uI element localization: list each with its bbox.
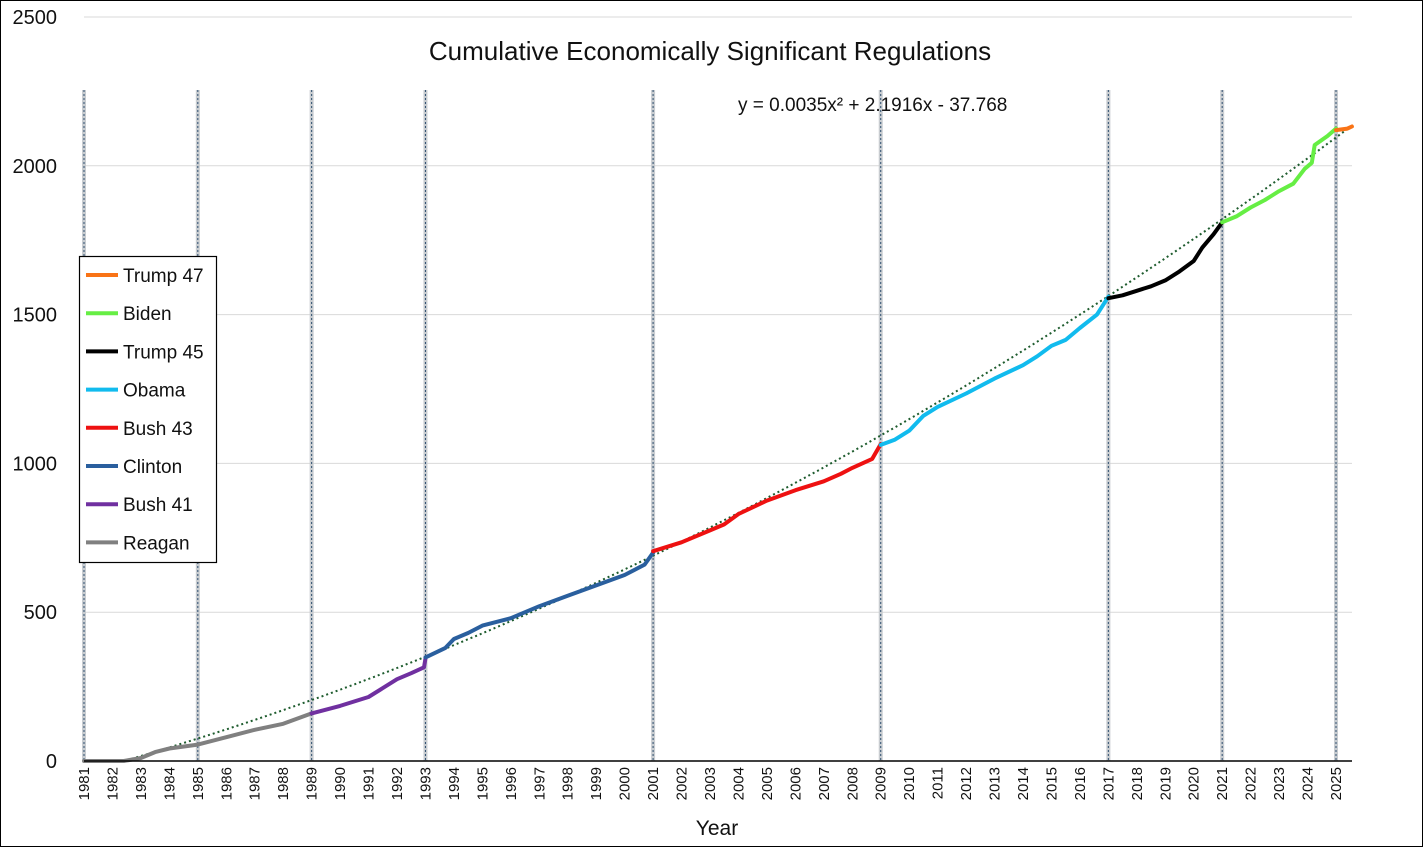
gridlines <box>84 16 1352 613</box>
x-tick-label: 2010 <box>901 767 918 800</box>
y-tick-label: 0 <box>46 751 57 773</box>
x-tick-label: 2022 <box>1243 767 1260 800</box>
x-tick-label: 1988 <box>275 767 292 800</box>
y-tick-label: 2000 <box>13 156 58 178</box>
series-line-obama <box>878 294 1111 447</box>
x-tick-label: 2024 <box>1300 767 1317 800</box>
x-tick-label: 1991 <box>361 767 378 800</box>
x-tick-label: 2025 <box>1328 767 1345 800</box>
x-tick-label: 2020 <box>1186 767 1203 800</box>
x-tick-label: 1986 <box>218 767 235 800</box>
x-tick-label: 1985 <box>190 767 207 800</box>
legend-label: Obama <box>123 381 186 402</box>
legend-label: Biden <box>123 304 172 325</box>
series-line-bush-41 <box>309 656 428 716</box>
x-tick-label: 1994 <box>446 767 463 800</box>
chart-title: Cumulative Economically Significant Regu… <box>429 36 991 66</box>
legend-label: Bush 41 <box>123 495 193 516</box>
x-tick-label: 2017 <box>1100 767 1117 800</box>
x-tick-label: 2007 <box>816 767 833 800</box>
series-line-biden <box>1220 126 1338 225</box>
y-tick-label: 2500 <box>13 7 58 29</box>
x-tick-label: 1982 <box>104 767 121 800</box>
x-tick-label: 2003 <box>702 767 719 800</box>
x-tick-label: 1999 <box>588 767 605 800</box>
x-tick-label: 2015 <box>1043 767 1060 800</box>
x-tick-label: 2013 <box>987 767 1004 800</box>
x-tick-label: 1993 <box>417 767 434 800</box>
x-tick-label: 2006 <box>787 767 804 800</box>
series-line-trump-45 <box>1106 220 1225 301</box>
term-lines <box>82 90 1338 761</box>
x-tick-label: 2005 <box>759 767 776 800</box>
legend: Trump 47 Biden Trump 45 Obama Bush 43 Clinton… <box>78 255 218 564</box>
legend-label: Bush 43 <box>123 419 193 440</box>
x-tick-label: 2016 <box>1072 767 1089 800</box>
series-line-bush-43 <box>651 442 883 554</box>
y-tick-label: 500 <box>24 602 57 624</box>
y-tick-label: 1500 <box>13 305 58 327</box>
legend-label: Trump 45 <box>123 342 204 363</box>
legend-label: Clinton <box>123 457 182 478</box>
legend-box <box>78 255 218 564</box>
x-tick-label: 2009 <box>873 767 890 800</box>
x-tick-label: 2012 <box>958 767 975 800</box>
series-line-clinton <box>423 550 656 660</box>
y-tick-label: 1000 <box>13 453 58 475</box>
x-tick-label: 2018 <box>1129 767 1146 800</box>
x-tick-label: 2014 <box>1015 767 1032 800</box>
x-tick-label: 2002 <box>674 767 691 800</box>
x-tick-label: 1981 <box>76 767 93 800</box>
x-tick-label: 1989 <box>304 767 321 800</box>
x-tick-label: 2004 <box>730 767 747 800</box>
x-tick-label: 1983 <box>133 767 150 800</box>
x-tick-label: 1996 <box>503 767 520 800</box>
x-tick-label: 2021 <box>1214 767 1231 800</box>
x-tick-label: 1995 <box>474 767 491 800</box>
axes: 0 500 1000 1500 2000 2500 1981 1982 1983 1984 1985… <box>13 7 1352 800</box>
x-tick-label: 2000 <box>617 767 634 800</box>
legend-label: Trump 47 <box>123 266 204 287</box>
x-tick-label: 1997 <box>531 767 548 800</box>
x-tick-label: 2011 <box>930 767 947 799</box>
x-tick-label: 1984 <box>161 767 178 800</box>
x-tick-label: 2008 <box>844 767 861 800</box>
x-axis-label: Year <box>696 817 738 840</box>
x-tick-label: 2019 <box>1157 767 1174 800</box>
x-tick-label: 1992 <box>389 767 406 800</box>
x-tick-label: 2001 <box>645 767 662 800</box>
x-tick-label: 1990 <box>332 767 349 800</box>
series-line-reagan <box>82 711 314 763</box>
legend-label: Reagan <box>123 533 190 554</box>
trendline-equation: y = 0.0035x² + 2.1916x - 37.768 <box>738 95 1007 116</box>
x-tick-label: 1998 <box>560 767 577 800</box>
series-group <box>82 124 1354 763</box>
series-line-trump-47 <box>1334 124 1354 133</box>
x-tick-label: 2023 <box>1271 767 1288 800</box>
x-tick-label: 1987 <box>247 767 264 800</box>
